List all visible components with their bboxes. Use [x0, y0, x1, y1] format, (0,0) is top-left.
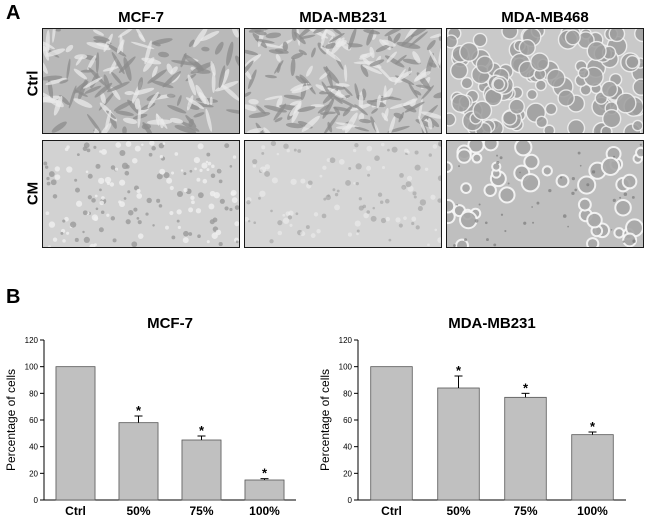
chart-svg-0: MCF-7 Percentage of cells 0 20 40 60 80 100 120 C…	[4, 315, 296, 518]
x-tick-label: 75%	[189, 504, 213, 518]
micrograph-mcf7-ctrl	[42, 28, 240, 134]
bar-50pct	[118, 422, 159, 501]
y-tick-label: 40	[343, 443, 352, 452]
micrograph-mdamb468-ctrl	[446, 28, 644, 134]
x-tick-label: Ctrl	[65, 504, 86, 518]
significance-marker: *	[136, 403, 142, 418]
y-tick-label: 20	[29, 469, 38, 478]
panel-b-letter: B	[6, 286, 21, 308]
bar-50pct	[437, 387, 480, 501]
chart-svg-1: MDA-MB231 Percentage of cells 0 20 40 60 80 100…	[318, 315, 626, 518]
panel-a-letter: A	[6, 2, 21, 24]
bar-100pct	[571, 434, 614, 501]
column-label-mdamb231: MDA-MB231	[299, 9, 387, 26]
chart-title: MDA-MB231	[448, 315, 536, 332]
y-tick-label: 100	[339, 363, 353, 372]
y-tick-label: 80	[343, 389, 352, 398]
bar-chart-mdamb231: MDA-MB231 Percentage of cells 0 20 40 60 80 100…	[318, 306, 653, 519]
bar-ctrl	[370, 366, 413, 501]
micrograph-mdamb231-cm	[244, 140, 442, 248]
significance-marker: *	[456, 363, 462, 378]
y-tick-label: 120	[25, 336, 39, 345]
chart-title: MCF-7	[147, 315, 193, 332]
column-label-mcf7: MCF-7	[118, 9, 164, 26]
y-tick-label: 0	[34, 496, 39, 505]
column-label-mdamb468: MDA-MB468	[501, 9, 589, 26]
bar-75pct	[504, 396, 547, 501]
bar-100pct	[244, 479, 285, 501]
y-tick-label: 0	[348, 496, 353, 505]
x-tick-label: Ctrl	[381, 504, 402, 518]
row-label-ctrl: Ctrl	[24, 70, 42, 97]
significance-marker: *	[590, 419, 596, 434]
y-tick-label: 60	[343, 416, 352, 425]
y-tick-label: 40	[29, 443, 38, 452]
y-axis-label: Percentage of cells	[318, 369, 332, 471]
y-tick-label: 120	[339, 336, 353, 345]
micrograph-mdamb468-cm	[446, 140, 644, 248]
x-tick-label: 50%	[126, 504, 150, 518]
x-tick-label: 100%	[577, 504, 608, 518]
bar-75pct	[181, 439, 222, 501]
y-tick-label: 100	[25, 363, 39, 372]
bar-chart-mcf7: MCF-7 Percentage of cells 0 20 40 60 80 100 120 C…	[0, 306, 318, 519]
significance-marker: *	[523, 380, 529, 395]
y-tick-label: 80	[29, 389, 38, 398]
x-tick-label: 75%	[513, 504, 537, 518]
y-tick-label: 20	[343, 469, 352, 478]
x-tick-label: 100%	[249, 504, 280, 518]
row-label-cm: CM	[24, 181, 42, 206]
significance-marker: *	[262, 466, 268, 481]
x-tick-label: 50%	[446, 504, 470, 518]
y-tick-label: 60	[29, 416, 38, 425]
micrograph-mdamb231-ctrl	[244, 28, 442, 134]
y-axis-label: Percentage of cells	[4, 369, 18, 471]
significance-marker: *	[199, 423, 205, 438]
bar-ctrl	[55, 366, 96, 501]
micrograph-mcf7-cm	[42, 140, 240, 248]
